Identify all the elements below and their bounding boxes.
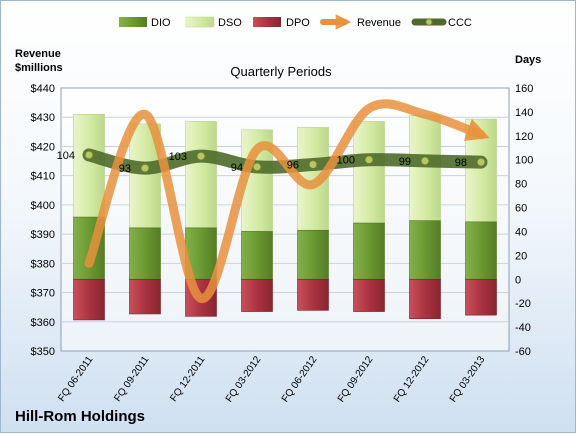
left-axis-label-line1: Revenue — [15, 48, 61, 60]
bar-dpo — [241, 278, 273, 312]
right-axis-ticks: -60 -40 -20 0 20 40 60 80 100 120 140 160 — [515, 83, 533, 358]
bar-dio — [353, 222, 385, 280]
bar-dso — [73, 114, 105, 218]
legend: DIO DSO DPO Revenue CCC — [119, 14, 472, 30]
x-tick-fq-03-2013: FQ 03-2013 — [448, 354, 488, 404]
right-tick-label: 160 — [515, 83, 533, 95]
ccc-data-label: 96 — [287, 160, 299, 172]
bar-dpo — [297, 278, 329, 311]
left-axis-ticks: $350 $360 $370 $380 $390 $400 $410 $420 $430 $440 — [31, 83, 55, 358]
bar-dso — [409, 115, 441, 221]
right-axis-label: Days — [515, 54, 541, 66]
ccc-point — [476, 157, 486, 167]
left-tick-label: $400 — [31, 200, 55, 212]
right-tick-label: -40 — [515, 322, 531, 334]
ccc-point — [364, 155, 374, 165]
right-tick-label: 60 — [515, 203, 527, 215]
bar-dpo — [409, 278, 441, 320]
legend-swatch-dso — [185, 16, 215, 28]
right-tick-label: 20 — [515, 250, 527, 262]
left-tick-label: $440 — [31, 83, 55, 95]
revenue-line — [84, 99, 490, 303]
legend-label-dso: DSO — [218, 17, 242, 29]
left-tick-label: $360 — [31, 317, 55, 329]
bar-dio — [129, 227, 161, 280]
x-axis-ticks: FQ 06-2011 FQ 09-2011 FQ 12-2011 FQ 03-2012… — [56, 354, 487, 404]
legend-label-dio: DIO — [151, 17, 171, 29]
legend-label-ccc: CCC — [448, 17, 472, 29]
ccc-point — [252, 162, 262, 172]
legend-item-revenue: Revenue — [320, 14, 401, 30]
bar-dpo — [353, 278, 385, 312]
legend-item-dio: DIO — [119, 17, 171, 29]
ccc-point — [140, 163, 150, 173]
ccc-data-label: 98 — [455, 157, 467, 169]
right-tick-label: -60 — [515, 346, 531, 358]
right-tick-label: 40 — [515, 226, 527, 238]
x-tick-fq-03-2012: FQ 03-2012 — [224, 354, 264, 404]
company-name: Hill-Rom Holdings — [15, 408, 145, 425]
legend-label-dpo: DPO — [286, 17, 310, 29]
legend-item-ccc: CCC — [411, 17, 472, 29]
bar-dso — [185, 121, 217, 229]
ccc-point — [196, 151, 206, 161]
right-tick-label: 80 — [515, 179, 527, 191]
right-tick-label: 100 — [515, 155, 533, 167]
left-tick-label: $420 — [31, 141, 55, 153]
legend-item-dso: DSO — [185, 16, 242, 29]
right-tick-label: 120 — [515, 131, 533, 143]
ccc-point — [420, 156, 430, 166]
ccc-point — [84, 150, 94, 160]
left-tick-label: $410 — [31, 171, 55, 183]
right-tick-label: 140 — [515, 107, 533, 119]
right-tick-label: 0 — [515, 274, 521, 286]
left-tick-label: $350 — [31, 346, 55, 358]
chart-title: Quarterly Periods — [230, 64, 332, 79]
left-tick-label: $390 — [31, 229, 55, 241]
legend-item-dpo: DPO — [253, 17, 310, 29]
left-tick-label: $430 — [31, 112, 55, 124]
ccc-data-label: 94 — [231, 162, 243, 174]
bar-dpo — [129, 278, 161, 315]
x-tick-fq-12-2011: FQ 12-2011 — [168, 354, 207, 404]
bars — [73, 114, 497, 321]
ccc-data-label: 104 — [57, 150, 75, 162]
left-axis-label-line2: $millions — [15, 62, 63, 74]
legend-swatch-dio — [119, 17, 147, 27]
lines: 104 93 103 94 96 100 99 98 — [57, 99, 490, 303]
legend-marker-ccc — [425, 18, 433, 26]
x-tick-fq-06-2012: FQ 06-2012 — [280, 354, 320, 404]
x-tick-fq-09-2012: FQ 09-2012 — [336, 354, 376, 404]
x-tick-fq-06-2011: FQ 06-2011 — [56, 354, 95, 404]
legend-swatch-dpo — [253, 17, 281, 27]
bar-dpo — [73, 278, 105, 321]
right-tick-label: -20 — [515, 298, 531, 310]
x-tick-fq-09-2011: FQ 09-2011 — [112, 354, 151, 404]
ccc-point — [308, 160, 318, 170]
x-tick-fq-12-2012: FQ 12-2012 — [392, 354, 432, 404]
bar-dio — [297, 229, 329, 280]
bar-dio — [465, 221, 497, 280]
ccc-data-label: 103 — [169, 151, 187, 163]
left-tick-label: $380 — [31, 258, 55, 270]
ccc-data-label: 100 — [337, 155, 355, 167]
left-tick-label: $370 — [31, 288, 55, 300]
ccc-data-label: 99 — [399, 156, 411, 168]
bar-dio — [409, 220, 441, 280]
bar-dso — [353, 121, 385, 224]
bar-dio — [241, 231, 273, 280]
ccc-data-label: 93 — [119, 163, 131, 175]
legend-label-revenue: Revenue — [357, 17, 401, 29]
bar-dpo — [465, 278, 497, 316]
